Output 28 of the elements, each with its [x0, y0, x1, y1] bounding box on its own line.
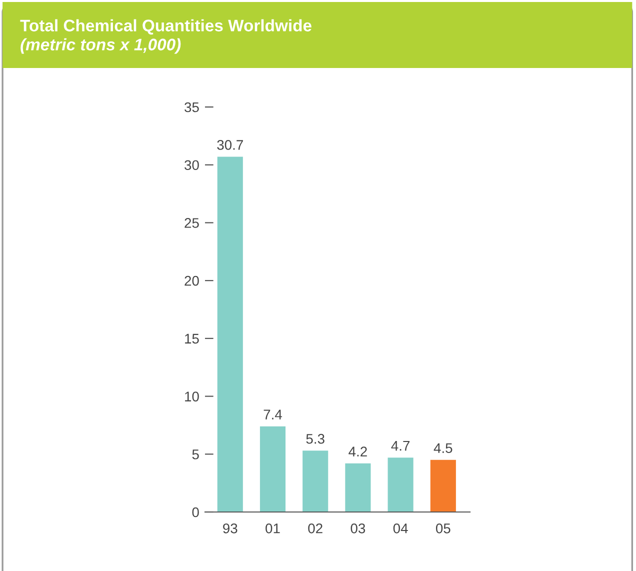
x-tick-label: 02 [308, 523, 322, 534]
bar [345, 463, 371, 512]
data-label: 4.7 [391, 441, 410, 451]
x-tick-label: 03 [350, 523, 366, 534]
data-label: 4.2 [348, 446, 367, 456]
chart-subtitle: (metric tons x 1,000) [20, 38, 181, 54]
y-tick-label: 20 [184, 276, 199, 286]
bar [388, 458, 414, 512]
data-label: 5.3 [306, 434, 324, 444]
y-tick-label: 15 [185, 334, 199, 344]
x-tick-label: 01 [266, 523, 280, 534]
y-tick-label: 5 [192, 450, 199, 460]
bar [217, 156, 243, 512]
data-label: 30.7 [217, 140, 243, 150]
y-tick-label: 25 [184, 218, 199, 228]
data-label: 4.5 [434, 443, 452, 454]
chart-title: Total Chemical Quantities Worldwide [20, 19, 312, 35]
y-tick-label: 30 [184, 160, 199, 170]
x-tick-label: 04 [393, 523, 408, 534]
bar [302, 450, 328, 512]
data-label: 7.4 [264, 410, 282, 420]
x-tick-label: 05 [436, 523, 450, 534]
y-tick-label: 35 [184, 102, 199, 112]
bar [430, 460, 456, 512]
y-tick-label: 0 [192, 507, 199, 518]
x-tick-label: 93 [223, 523, 238, 534]
bar [260, 426, 286, 512]
y-tick-label: 10 [185, 392, 199, 402]
